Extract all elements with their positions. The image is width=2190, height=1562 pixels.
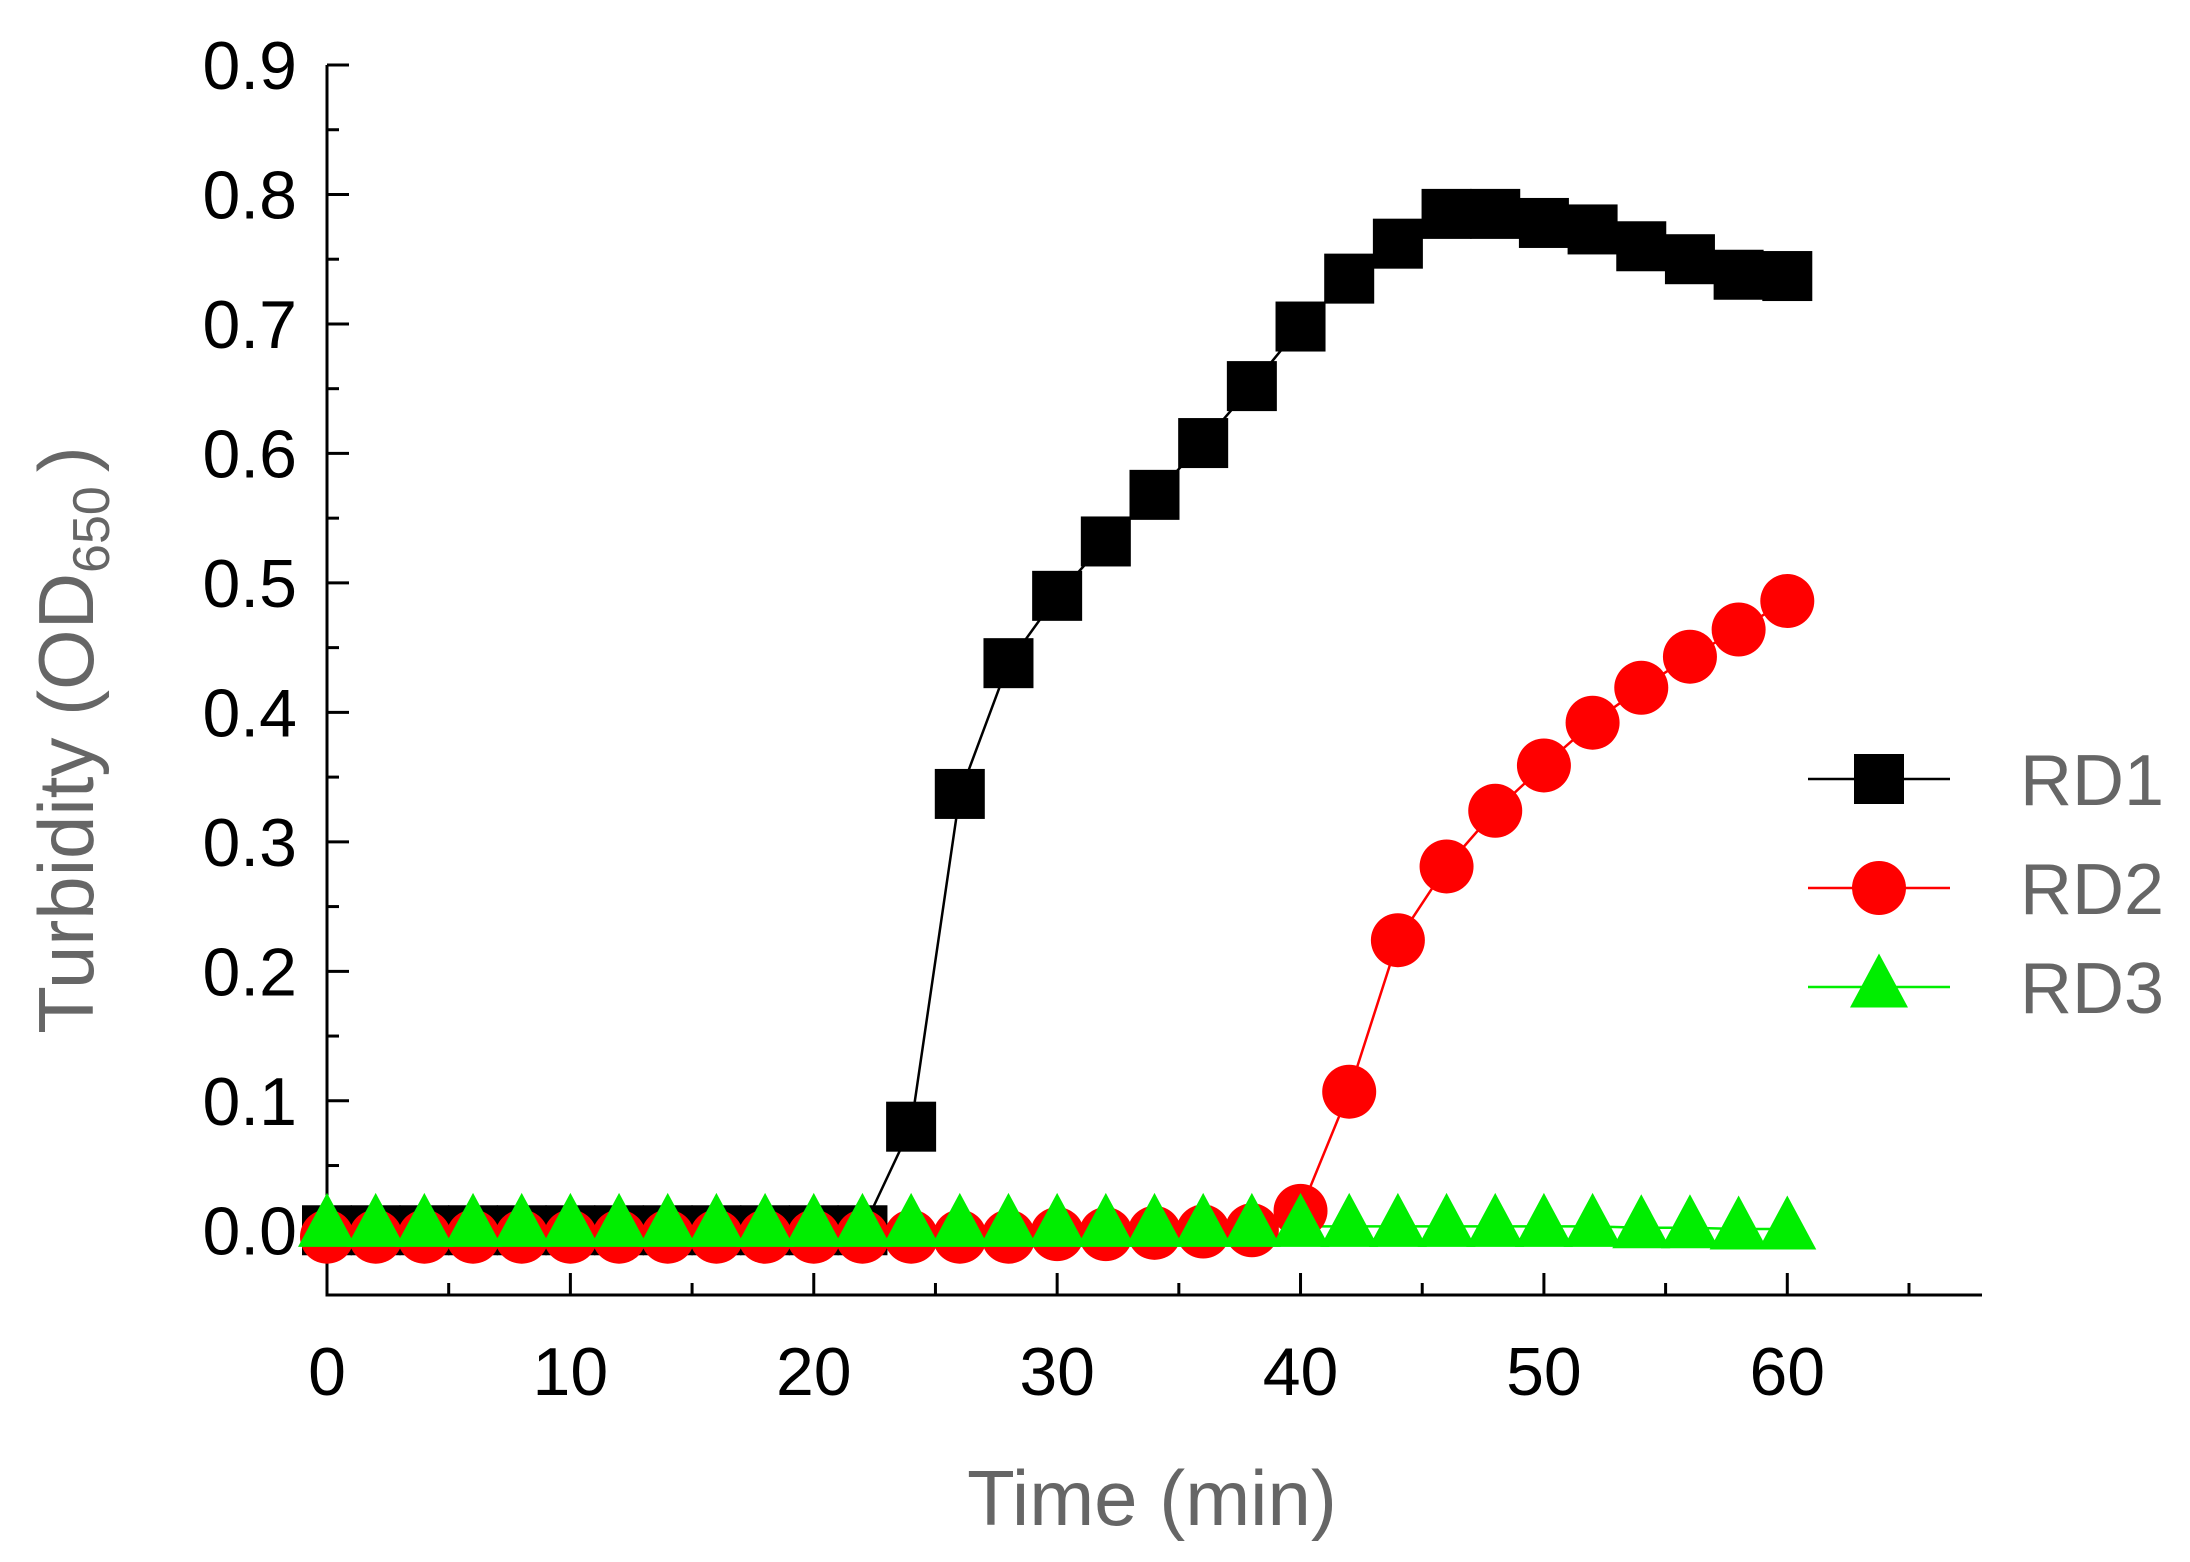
data-point-rd1 <box>1275 301 1326 352</box>
legend-marker-rd2 <box>1852 861 1906 915</box>
data-point-rd1 <box>1470 188 1521 239</box>
data-point-rd1 <box>1372 218 1423 269</box>
legend-label-rd2: RD2 <box>2020 850 2164 930</box>
x-tick-label: 10 <box>533 1334 609 1410</box>
data-point-rd3 <box>882 1192 941 1247</box>
x-axis-title: Time (min) <box>967 1454 1337 1542</box>
data-point-rd3 <box>1758 1195 1817 1250</box>
data-point-rd2 <box>1419 839 1474 894</box>
data-point-rd1 <box>1762 251 1813 302</box>
data-point-rd2 <box>1760 574 1815 629</box>
data-point-rd3 <box>1466 1192 1525 1247</box>
y-axis-title-suffix: ) <box>22 446 110 472</box>
data-point-rd2 <box>1565 695 1620 750</box>
data-point-rd3 <box>1174 1192 1233 1247</box>
data-point-rd3 <box>1028 1192 1087 1247</box>
y-axis-title-subscript: 650 <box>63 486 121 573</box>
data-point-rd1 <box>1567 204 1618 255</box>
data-point-rd1 <box>1080 516 1131 567</box>
plot-area <box>298 188 1817 1264</box>
data-point-rd3 <box>1514 1192 1573 1247</box>
data-point-rd1 <box>1178 418 1229 469</box>
y-tick-label: 0.4 <box>202 675 297 751</box>
x-tick-label: 40 <box>1263 1334 1339 1410</box>
data-point-rd1 <box>934 768 985 819</box>
y-tick-label: 0.1 <box>202 1064 297 1140</box>
x-tick-label: 50 <box>1506 1334 1582 1410</box>
data-point-rd1 <box>983 638 1034 689</box>
data-point-rd3 <box>930 1192 989 1247</box>
data-point-rd1 <box>1421 188 1472 239</box>
y-tick-label: 0.6 <box>202 416 297 492</box>
data-point-rd3 <box>298 1192 356 1247</box>
series-line-rd2 <box>327 599 1788 1238</box>
data-point-rd3 <box>541 1192 600 1247</box>
legend-marker-rd3 <box>1850 953 1908 1008</box>
data-point-rd3 <box>736 1192 795 1247</box>
data-point-rd3 <box>1417 1192 1476 1247</box>
data-point-rd3 <box>784 1192 843 1247</box>
data-point-rd3 <box>1368 1192 1427 1247</box>
data-point-rd3 <box>1709 1195 1768 1250</box>
y-tick-label: 0.3 <box>202 805 297 881</box>
data-point-rd1 <box>1324 253 1375 304</box>
y-tick-label: 0.0 <box>202 1193 297 1269</box>
data-point-rd1 <box>1129 469 1180 520</box>
legend-label-rd1: RD1 <box>2020 741 2164 821</box>
y-tick-label: 0.9 <box>202 28 297 104</box>
y-tick-label: 0.2 <box>202 934 297 1010</box>
x-tick-label: 20 <box>776 1334 852 1410</box>
x-tick-label: 0 <box>308 1334 346 1410</box>
data-point-rd2 <box>1662 629 1717 684</box>
data-point-rd3 <box>1660 1194 1719 1249</box>
legend-marker-rd1 <box>1854 754 1904 804</box>
data-point-rd3 <box>1125 1192 1184 1247</box>
data-point-rd3 <box>1563 1192 1622 1247</box>
data-point-rd2 <box>1516 738 1571 793</box>
data-point-rd3 <box>1076 1192 1135 1247</box>
data-point-rd1 <box>1664 234 1715 285</box>
data-point-rd1 <box>1616 221 1667 272</box>
data-point-rd3 <box>444 1192 503 1247</box>
data-point-rd3 <box>833 1192 892 1247</box>
data-point-rd3 <box>1271 1192 1330 1247</box>
y-axis-title-main: Turbidity (OD <box>22 573 110 1034</box>
data-point-rd2 <box>1614 660 1669 715</box>
data-point-rd3 <box>590 1192 649 1247</box>
data-point-rd2 <box>1370 913 1425 968</box>
data-point-rd3 <box>979 1192 1038 1247</box>
data-point-rd1 <box>1518 197 1569 248</box>
data-point-rd2 <box>1711 602 1766 657</box>
y-tick-label: 0.7 <box>202 287 297 363</box>
legend: RD1 RD2 RD3 <box>1808 741 2164 1029</box>
data-point-rd1 <box>1713 249 1764 300</box>
data-point-rd2 <box>1468 783 1523 838</box>
data-point-rd3 <box>1612 1194 1671 1249</box>
data-point-rd1 <box>886 1101 937 1152</box>
data-point-rd3 <box>1222 1192 1281 1247</box>
data-point-rd2 <box>1322 1064 1377 1119</box>
axis-titles: Time (min) Turbidity (OD650) <box>22 446 1337 1542</box>
data-point-rd1 <box>1226 361 1277 412</box>
data-point-rd3 <box>638 1192 697 1247</box>
y-axis-title: Turbidity (OD650) <box>22 446 121 1034</box>
data-point-rd3 <box>395 1192 454 1247</box>
axes: 0 10 20 30 40 50 60 0.0 0.1 0.2 0.3 0.4 0.5 0.6 0.7 0.8… <box>202 28 1982 1410</box>
data-point-rd3 <box>492 1192 551 1247</box>
data-point-rd3 <box>1320 1192 1379 1247</box>
data-point-rd3 <box>346 1192 405 1247</box>
data-point-rd3 <box>687 1192 746 1247</box>
x-tick-label: 30 <box>1019 1334 1095 1410</box>
data-point-rd1 <box>1032 570 1083 621</box>
legend-label-rd3: RD3 <box>2020 949 2164 1029</box>
y-tick-label: 0.8 <box>202 157 297 233</box>
x-tick-label: 60 <box>1749 1334 1825 1410</box>
y-tick-label: 0.5 <box>202 546 297 622</box>
